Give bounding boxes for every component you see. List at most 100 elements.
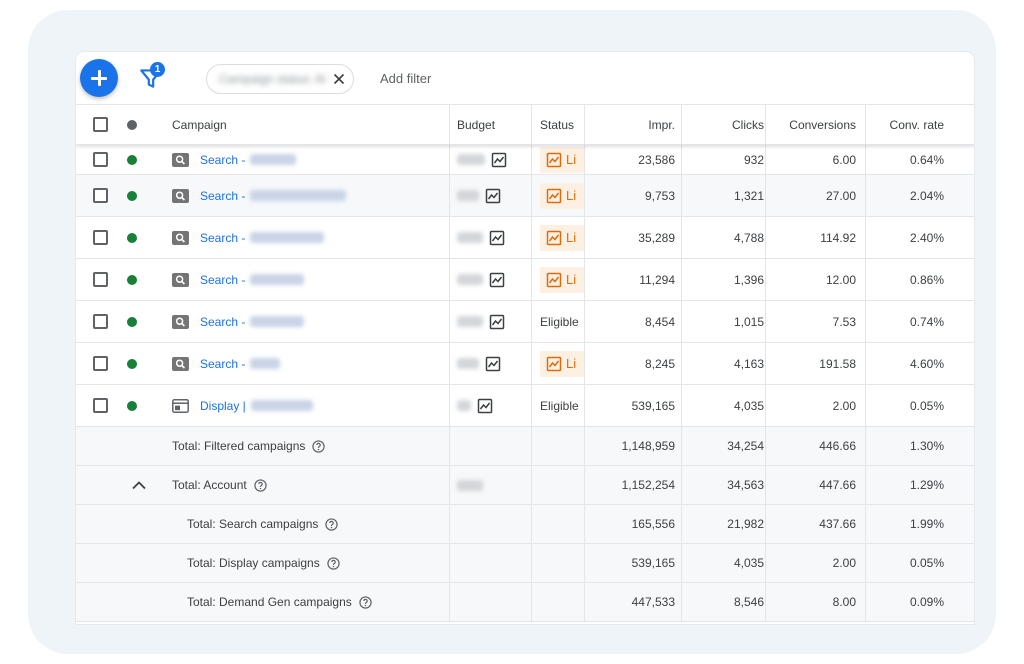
- conv-rate-cell: 0.74%: [909, 314, 944, 329]
- status-cell: Eligible: [532, 301, 584, 342]
- row-checkbox[interactable]: [93, 314, 108, 329]
- redacted-budget: [457, 358, 479, 369]
- totals-row: Total: Demand Gen campaigns 447,533 8,546 8…: [76, 583, 974, 622]
- row-checkbox[interactable]: [93, 152, 108, 167]
- budget-cell: [450, 145, 530, 174]
- help-icon[interactable]: [312, 439, 326, 453]
- select-all-checkbox[interactable]: [93, 117, 108, 132]
- row-checkbox[interactable]: [93, 272, 108, 287]
- conversions-total: 437.66: [819, 517, 856, 531]
- campaign-name-link[interactable]: Search -: [200, 230, 246, 245]
- trend-chart-icon: [546, 356, 562, 371]
- campaigns-panel: 1 Campaign status: All Add filter Campai…: [76, 52, 974, 624]
- help-icon[interactable]: [327, 556, 340, 570]
- enabled-status-dot[interactable]: [127, 154, 137, 165]
- table-row[interactable]: Search - Li 35,289 4,788 114.92 2.40%: [76, 217, 974, 259]
- clicks-total: 34,563: [727, 478, 764, 492]
- campaign-name-link[interactable]: Search -: [200, 272, 246, 287]
- clicks-total: 4,035: [733, 556, 764, 570]
- row-checkbox[interactable]: [93, 398, 108, 413]
- close-icon[interactable]: [332, 72, 346, 86]
- help-icon[interactable]: [325, 517, 339, 531]
- add-icon[interactable]: [80, 59, 118, 97]
- budget-cell: [450, 301, 530, 342]
- row-checkbox[interactable]: [93, 230, 108, 245]
- campaign-name-link[interactable]: Search -: [200, 356, 246, 371]
- totals-label: Total: Search campaigns: [187, 517, 319, 531]
- redacted-name: [250, 358, 281, 369]
- campaign-name-link[interactable]: Search -: [200, 188, 246, 203]
- column-header-status[interactable]: Status: [540, 117, 575, 132]
- column-header-impr[interactable]: Impr.: [648, 117, 675, 132]
- conv-rate-total: 1.29%: [909, 478, 944, 492]
- clicks-cell: 4,788: [733, 230, 764, 245]
- redacted-name: [250, 154, 297, 165]
- enabled-status-dot[interactable]: [127, 190, 137, 201]
- status-cell: Eligible: [532, 385, 584, 426]
- conv-rate-cell: 0.64%: [909, 152, 944, 167]
- totals-label: Total: Display campaigns: [187, 556, 320, 570]
- totals-row: Total: Account 1,152,254 34,563 447.66 1.29%: [76, 466, 974, 505]
- help-icon[interactable]: [359, 595, 372, 609]
- column-header-conv-rate[interactable]: Conv. rate: [889, 117, 944, 132]
- conversions-total: 446.66: [819, 439, 856, 453]
- filter-chip[interactable]: Campaign status: All: [206, 64, 354, 94]
- redacted-name: [250, 400, 313, 411]
- table-row[interactable]: Search - Li 11,294 1,396 12.00 0.86%: [76, 259, 974, 301]
- enabled-status-dot[interactable]: [127, 316, 137, 327]
- column-header-budget[interactable]: Budget: [457, 117, 496, 132]
- status-filter-dot[interactable]: [127, 119, 137, 130]
- enabled-status-dot[interactable]: [127, 274, 137, 285]
- enabled-status-dot[interactable]: [127, 358, 137, 369]
- budget-trend-chart-icon: [491, 152, 507, 167]
- impr-cell: 8,454: [644, 314, 675, 329]
- campaign-cell: Search -: [172, 145, 446, 174]
- conv-rate-cell: 0.05%: [909, 398, 944, 413]
- table-row[interactable]: Search - Li 9,753 1,321 27.00 2.04%: [76, 175, 974, 217]
- campaign-cell: Search -: [172, 301, 446, 342]
- campaign-name-link[interactable]: Search -: [200, 152, 246, 167]
- add-filter-button[interactable]: Add filter: [380, 71, 432, 86]
- conv-rate-total: 1.30%: [909, 439, 944, 453]
- budget-trend-chart-icon: [489, 272, 505, 287]
- status-limited-chip[interactable]: Li: [540, 350, 584, 377]
- budget-trend-chart-icon: [489, 230, 505, 245]
- help-icon[interactable]: [254, 478, 267, 492]
- table-header: Campaign Budget Status Impr. Clicks Conv…: [76, 104, 974, 145]
- clicks-cell: 1,015: [733, 314, 764, 329]
- conversions-cell: 7.53: [832, 314, 856, 329]
- enabled-status-dot[interactable]: [127, 232, 137, 243]
- impr-cell: 35,289: [638, 230, 675, 245]
- search-campaign-icon: [172, 314, 189, 329]
- column-header-clicks[interactable]: Clicks: [732, 117, 764, 132]
- budget-trend-chart-icon: [485, 356, 501, 371]
- column-header-conversions[interactable]: Conversions: [789, 117, 856, 132]
- status-limited-chip[interactable]: Li: [540, 146, 584, 173]
- budget-cell: [450, 175, 530, 216]
- chevron-up-icon[interactable]: [131, 479, 147, 491]
- status-limited-chip[interactable]: Li: [540, 224, 584, 251]
- campaign-name-link[interactable]: Display |: [200, 398, 246, 413]
- table-row[interactable]: Display | Eligible 539,165 4,035 2.00 0.05%: [76, 385, 974, 427]
- row-checkbox[interactable]: [93, 356, 108, 371]
- table-row[interactable]: Search - Li 23,586 932 6.00 0.64%: [76, 145, 974, 175]
- budget-trend-chart-icon: [485, 188, 501, 203]
- search-campaign-icon: [172, 272, 189, 287]
- trend-chart-icon: [546, 230, 562, 245]
- table-row[interactable]: Search - Eligible 8,454 1,015 7.53 0.74%: [76, 301, 974, 343]
- conversions-cell: 12.00: [825, 272, 856, 287]
- status-limited-chip[interactable]: Li: [540, 266, 584, 293]
- conversions-cell: 6.00: [832, 152, 856, 167]
- status-text: Li: [566, 230, 577, 245]
- column-header-campaign[interactable]: Campaign: [172, 117, 227, 132]
- redacted-name: [250, 316, 305, 327]
- campaign-name-link[interactable]: Search -: [200, 314, 246, 329]
- enabled-status-dot[interactable]: [127, 400, 137, 411]
- status-cell: Li: [532, 217, 584, 258]
- status-limited-chip[interactable]: Li: [540, 182, 584, 209]
- table-row[interactable]: Search - Li 8,245 4,163 191.58 4.60%: [76, 343, 974, 385]
- row-checkbox[interactable]: [93, 188, 108, 203]
- impr-total: 447,533: [631, 595, 675, 609]
- redacted-name: [250, 232, 325, 243]
- clicks-total: 34,254: [727, 439, 764, 453]
